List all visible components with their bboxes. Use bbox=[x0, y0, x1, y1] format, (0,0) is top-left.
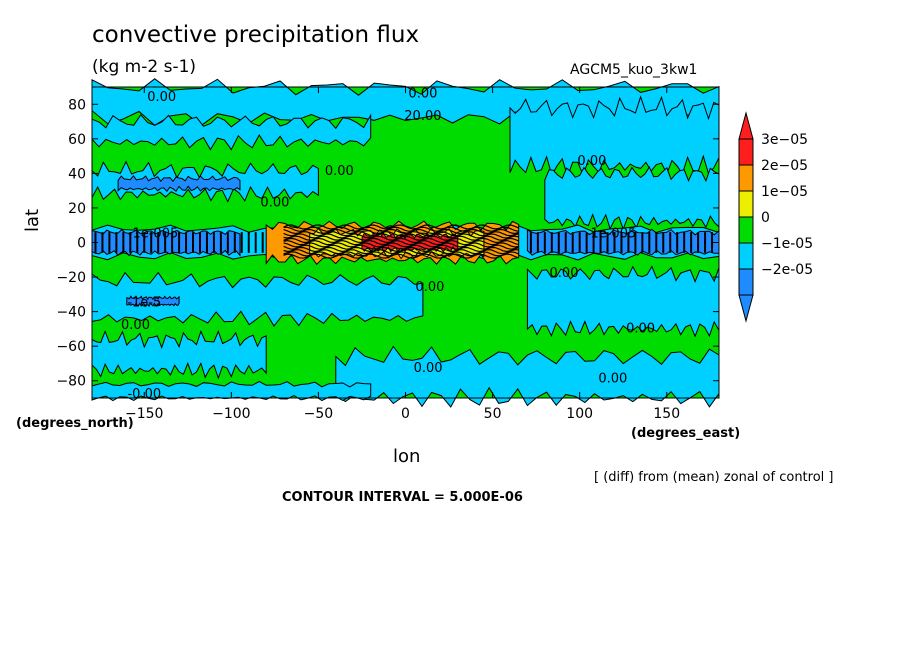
x-axis-ticks: −150 −100 −50 0 50 100 150 bbox=[125, 87, 680, 422]
contour-label: 20.00 bbox=[404, 109, 441, 124]
x-axis-label: lon bbox=[393, 446, 421, 467]
y-tick-label: 60 bbox=[68, 132, 86, 148]
y-tick-label: 20 bbox=[68, 201, 86, 217]
y-tick-label: 80 bbox=[68, 97, 86, 113]
y-tick-label: −20 bbox=[56, 270, 86, 286]
chart-title: convective precipitation flux bbox=[92, 22, 420, 48]
colorbar-label: 3e−05 bbox=[761, 132, 808, 148]
band-south-60-west bbox=[91, 330, 267, 380]
colorbar: 3e−05 2e−05 1e−05 0 −1e-05 −2e-05 bbox=[738, 111, 813, 323]
y-axis-ticks: 80 60 40 20 0 −20 −40 −60 −80 bbox=[56, 97, 719, 390]
colorbar-segment bbox=[738, 138, 754, 166]
contour-label: 0.00 bbox=[408, 86, 437, 101]
contour-label: 0.00 bbox=[598, 372, 627, 387]
patch-south-blue bbox=[126, 295, 180, 308]
colorbar-extend-max bbox=[738, 111, 754, 140]
chart-units: (kg m-2 s-1) bbox=[92, 57, 197, 77]
colorbar-extend-min bbox=[738, 294, 754, 323]
y-tick-label: 40 bbox=[68, 166, 86, 182]
y-tick-label: −60 bbox=[56, 339, 86, 355]
y-axis-label: lat bbox=[22, 208, 43, 232]
colorbar-segment bbox=[738, 190, 754, 218]
band-south-edge bbox=[91, 381, 372, 402]
x-tick-label: −50 bbox=[304, 406, 334, 422]
x-tick-label: 150 bbox=[653, 406, 680, 422]
y-axis-units: (degrees_north) bbox=[16, 416, 134, 431]
contour-label: -1e-5 bbox=[127, 296, 161, 311]
filled-contour-field bbox=[91, 78, 720, 408]
colorbar-label: 2e−05 bbox=[761, 158, 808, 174]
colorbar-label: −1e-05 bbox=[761, 236, 813, 252]
y-tick-label: −80 bbox=[56, 374, 86, 390]
x-tick-label: 0 bbox=[401, 406, 410, 422]
x-tick-label: −150 bbox=[125, 406, 163, 422]
y-tick-label: 0 bbox=[77, 236, 86, 252]
x-tick-label: 100 bbox=[566, 406, 593, 422]
contour-label: 0.00 bbox=[550, 266, 579, 281]
contour-label: 0.00 bbox=[626, 321, 655, 336]
x-tick-label: −100 bbox=[212, 406, 250, 422]
contour-label: 0.00 bbox=[260, 195, 289, 210]
contour-labels: 0.00 0.00 20.00 0.00 0.00 0.00 -1e-005 -1e-005 0… bbox=[121, 86, 655, 402]
patch-north-blue bbox=[117, 174, 241, 192]
colorbar-label: 0 bbox=[761, 210, 770, 226]
band-north-60-west bbox=[91, 113, 372, 151]
contour-label: -1e-005 bbox=[128, 226, 178, 241]
y-tick-label: −40 bbox=[56, 305, 86, 321]
x-axis-units: (degrees_east) bbox=[631, 426, 741, 441]
colorbar-segment bbox=[738, 164, 754, 192]
contour-label: 0.00 bbox=[577, 154, 606, 169]
core-contour-lines bbox=[283, 224, 519, 259]
run-name: AGCM5_kuo_3kw1 bbox=[570, 62, 698, 78]
equatorial-dash-marks bbox=[94, 232, 714, 253]
contour-label: 0.00 bbox=[325, 164, 354, 179]
band-south-30-west bbox=[91, 271, 424, 327]
colorbar-segment bbox=[738, 216, 754, 244]
contour-label: 0.00 bbox=[415, 280, 444, 295]
colorbar-label: −2e-05 bbox=[761, 262, 813, 278]
band-north-30-east bbox=[544, 166, 720, 231]
contour-label: 0.00 bbox=[121, 318, 150, 333]
colorbar-label: 1e−05 bbox=[761, 184, 808, 200]
diff-note: [ (diff) from (mean) zonal of control ] bbox=[594, 470, 834, 485]
x-tick-label: 50 bbox=[484, 406, 502, 422]
contour-label: 0.00 bbox=[414, 361, 443, 376]
colorbar-segment bbox=[738, 242, 754, 270]
contour-interval-note: CONTOUR INTERVAL = 5.000E-06 bbox=[282, 490, 523, 505]
colorbar-segment bbox=[738, 268, 754, 296]
contour-label: -1e-005 bbox=[586, 226, 636, 241]
contour-label: 0.00 bbox=[147, 90, 176, 105]
